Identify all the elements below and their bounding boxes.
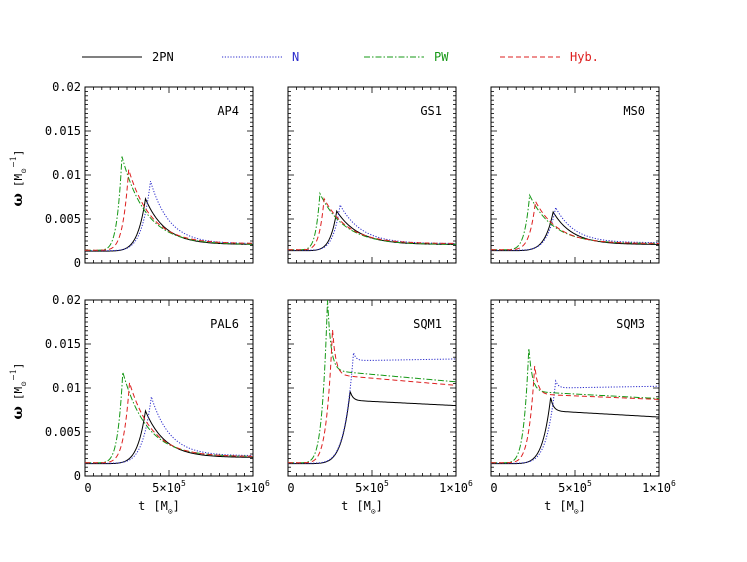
y-tick-label: 0.015 (45, 337, 81, 351)
x-axis-label: t [M⊙] (138, 499, 180, 516)
series-line-pw (491, 348, 659, 464)
panel-ticks (84, 86, 254, 264)
panel-ticks (84, 299, 254, 477)
series-line-hyb (85, 382, 253, 464)
panel-gs1: GS1 (287, 86, 457, 264)
legend-entry-n: N (222, 50, 299, 64)
series-line-pw (491, 193, 659, 251)
x-tick-label: 5×105 (558, 479, 592, 495)
series-line-hyb (288, 329, 456, 464)
panel-curves (85, 372, 253, 465)
legend-label: PW (434, 50, 449, 64)
legend-label: N (292, 50, 299, 64)
series-line-hyb (491, 365, 659, 464)
series-line-2pn (288, 209, 456, 252)
series-line-pw (288, 191, 456, 251)
series-line-n (85, 396, 253, 464)
panel-title: SQM3 (616, 317, 645, 331)
x-tick-label: 1×106 (236, 479, 270, 495)
series-line-2pn (288, 391, 456, 465)
panel-title: GS1 (420, 104, 442, 118)
panel-title: PAL6 (210, 317, 239, 331)
y-tick-label: 0 (74, 469, 81, 483)
series-line-hyb (288, 197, 456, 251)
y-axis-label: ω[M⊙−1] (9, 363, 28, 420)
x-tick-label: 0 (490, 481, 497, 495)
x-tick-label: 1×106 (439, 479, 473, 495)
panel-ms0: MS0 (490, 86, 660, 264)
series-line-n (491, 379, 659, 464)
panel-curves (491, 193, 659, 252)
x-axis-label: t [M⊙] (341, 499, 383, 516)
legend-label: Hyb. (570, 50, 599, 64)
legend: 2PN N PW Hyb. (82, 50, 599, 64)
panel-curves (491, 348, 659, 465)
panel-ticks (287, 86, 457, 264)
series-line-hyb (491, 199, 659, 251)
panel-ap4: 0 0.005 0.01 0.015 0.02 ω[M⊙−1] AP4 (9, 80, 254, 270)
panel-ticks (287, 299, 457, 477)
series-line-2pn (491, 210, 659, 252)
panels: 0 0.005 0.01 0.015 0.02 ω[M⊙−1] AP4 GS1 MS0 0 0.00… (9, 80, 676, 516)
panel-title: AP4 (217, 104, 239, 118)
legend-entry-2pn: 2PN (82, 50, 174, 64)
legend-entry-pw: PW (364, 50, 449, 64)
panel-curves (288, 191, 456, 252)
y-tick-label: 0 (74, 256, 81, 270)
x-tick-label: 0 (84, 481, 91, 495)
panel-pal6: 0 0.005 0.01 0.015 0.02 ω[M⊙−1] 0 5×105 1×106 t [M… (9, 293, 270, 516)
panel-sqm1: 0 5×105 1×106 t [M⊙] SQM1 (287, 299, 473, 516)
panel-curves (288, 300, 456, 465)
series-line-hyb (85, 169, 253, 251)
x-tick-label: 5×105 (355, 479, 389, 495)
series-line-n (85, 181, 253, 252)
panel-ticks (490, 299, 660, 477)
x-axis-label: t [M⊙] (544, 499, 586, 516)
x-tick-label: 1×106 (642, 479, 676, 495)
y-tick-label: 0.015 (45, 124, 81, 138)
x-tick-label: 0 (287, 481, 294, 495)
y-tick-label: 0.02 (52, 80, 81, 94)
series-line-pw (85, 372, 253, 464)
series-line-n (288, 352, 456, 464)
panel-curves (85, 156, 253, 252)
series-line-pw (85, 156, 253, 251)
y-axis-label: ω[M⊙−1] (9, 150, 28, 207)
panel-ticks (490, 86, 660, 264)
panel-sqm3: 0 5×105 1×106 t [M⊙] SQM3 (490, 299, 676, 516)
panel-title: SQM1 (413, 317, 442, 331)
series-line-2pn (491, 397, 659, 465)
y-tick-label: 0.005 (45, 425, 81, 439)
y-tick-label: 0.01 (52, 381, 81, 395)
y-tick-label: 0.02 (52, 293, 81, 307)
legend-label: 2PN (152, 50, 174, 64)
legend-entry-hyb: Hyb. (500, 50, 599, 64)
y-tick-label: 0.005 (45, 212, 81, 226)
series-line-pw (288, 300, 456, 464)
y-tick-label: 0.01 (52, 168, 81, 182)
panel-title: MS0 (623, 104, 645, 118)
x-tick-label: 5×105 (152, 479, 186, 495)
